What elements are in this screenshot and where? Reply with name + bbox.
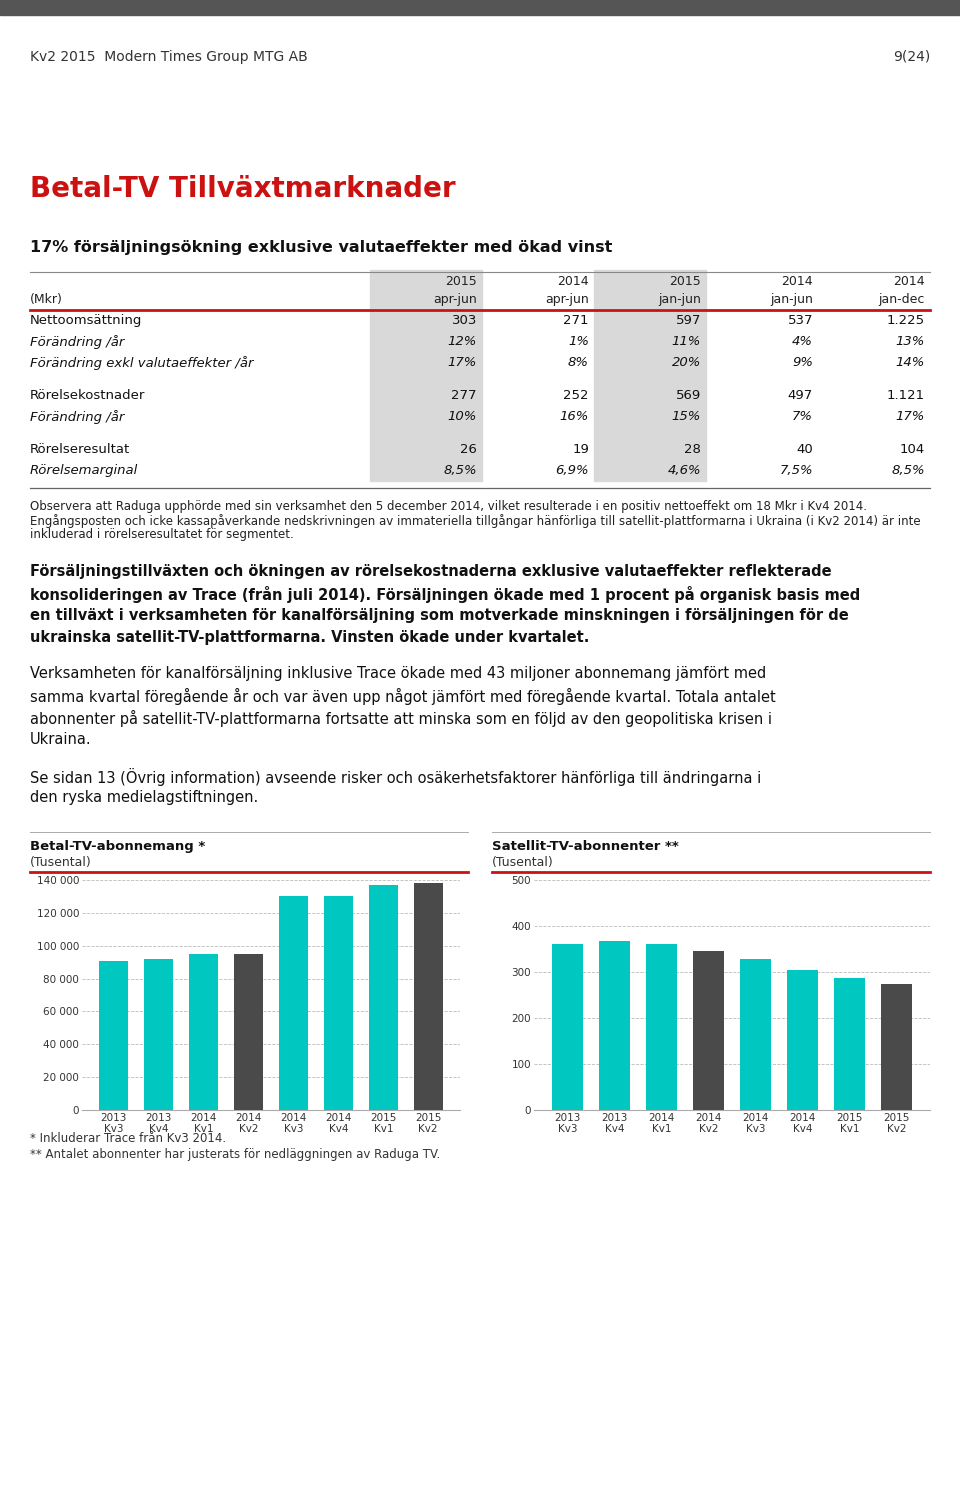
Text: 252: 252 [564,389,589,402]
Text: 7,5%: 7,5% [780,463,813,477]
Text: Nettoomsättning: Nettoomsättning [30,314,142,327]
Text: Kv2 2015  Modern Times Group MTG AB: Kv2 2015 Modern Times Group MTG AB [30,49,308,64]
Bar [594,271,706,308]
Text: 9(24): 9(24) [893,49,930,64]
Bar [324,897,353,1109]
Text: 2015: 2015 [445,275,477,289]
Text: 8%: 8% [568,356,589,369]
Text: Rörelseresultat: Rörelseresultat [30,443,131,456]
Text: 8,5%: 8,5% [892,463,925,477]
Text: 271: 271 [564,314,589,327]
Text: 17%: 17% [447,356,477,369]
Text: 104: 104 [900,443,925,456]
Bar [594,309,706,481]
Text: den ryska medielagstiftningen.: den ryska medielagstiftningen. [30,789,258,804]
Text: Förändring /år: Förändring /år [30,410,125,425]
Bar [0,0,960,15]
Bar [740,960,771,1109]
Text: 7%: 7% [792,410,813,423]
Text: 10%: 10% [447,410,477,423]
Text: 15%: 15% [672,410,701,423]
Text: 26: 26 [460,443,477,456]
Bar [370,309,482,481]
Text: inkluderad i rörelseresultatet för segmentet.: inkluderad i rörelseresultatet för segme… [30,528,294,541]
Text: 4%: 4% [792,335,813,348]
Text: jan-jun: jan-jun [659,293,701,306]
Text: ** Antalet abonnenter har justerats för nedläggningen av Raduga TV.: ** Antalet abonnenter har justerats för … [30,1148,441,1162]
Bar [834,978,865,1109]
Text: 17%: 17% [896,410,925,423]
Text: 2014: 2014 [894,275,925,289]
Bar [881,984,912,1109]
Text: 277: 277 [451,389,477,402]
Bar [370,271,482,308]
Text: Rörelsemarginal: Rörelsemarginal [30,463,138,477]
Text: Betal-TV Tillväxtmarknader: Betal-TV Tillväxtmarknader [30,175,456,203]
Bar [787,970,818,1109]
Text: 20%: 20% [672,356,701,369]
Text: 569: 569 [676,389,701,402]
Text: 8,5%: 8,5% [444,463,477,477]
Bar [99,960,129,1109]
Text: 9%: 9% [792,356,813,369]
Text: 2015: 2015 [669,275,701,289]
Text: * Inkluderar Trace från Kv3 2014.: * Inkluderar Trace från Kv3 2014. [30,1132,227,1145]
Text: 13%: 13% [896,335,925,348]
Bar [646,945,677,1109]
Text: Verksamheten för kanalförsäljning inklusive Trace ökade med 43 miljoner abonnema: Verksamheten för kanalförsäljning inklus… [30,665,766,682]
Text: 597: 597 [676,314,701,327]
Text: 2014: 2014 [558,275,589,289]
Text: 17% försäljningsökning exklusive valutaeffekter med ökad vinst: 17% försäljningsökning exklusive valutae… [30,241,612,256]
Text: Försäljningstillväxten och ökningen av rörelsekostnaderna exklusive valutaeffekt: Försäljningstillväxten och ökningen av r… [30,564,831,579]
Text: 303: 303 [451,314,477,327]
Bar [693,951,724,1109]
Text: 6,9%: 6,9% [556,463,589,477]
Bar [552,945,583,1109]
Text: 16%: 16% [560,410,589,423]
Text: 4,6%: 4,6% [667,463,701,477]
Text: (Mkr): (Mkr) [30,293,62,306]
Text: 19: 19 [572,443,589,456]
Text: abonnenter på satellit-TV-plattformarna fortsatte att minska som en följd av den: abonnenter på satellit-TV-plattformarna … [30,710,772,727]
Text: Betal-TV-abonnemang *: Betal-TV-abonnemang * [30,840,205,854]
Text: Satellit-TV-abonnenter **: Satellit-TV-abonnenter ** [492,840,679,854]
Text: 1.121: 1.121 [887,389,925,402]
Text: apr-jun: apr-jun [545,293,589,306]
Text: Se sidan 13 (Övrig information) avseende risker och osäkerhetsfaktorer hänförlig: Se sidan 13 (Övrig information) avseende… [30,768,761,786]
Bar [278,897,308,1109]
Text: 28: 28 [684,443,701,456]
Text: Förändring exkl valutaeffekter /år: Förändring exkl valutaeffekter /år [30,356,253,369]
Text: (Tusental): (Tusental) [492,857,554,869]
Bar [599,940,630,1109]
Text: Engångsposten och icke kassapåverkande nedskrivningen av immateriella tillgångar: Engångsposten och icke kassapåverkande n… [30,514,921,528]
Text: 1%: 1% [568,335,589,348]
Text: 537: 537 [787,314,813,327]
Text: 497: 497 [788,389,813,402]
Text: jan-dec: jan-dec [878,293,925,306]
Text: (Tusental): (Tusental) [30,857,92,869]
Text: ukrainska satellit-TV-plattformarna. Vinsten ökade under kvartalet.: ukrainska satellit-TV-plattformarna. Vin… [30,629,589,644]
Text: samma kvartal föregående år och var även upp något jämfört med föregående kvarta: samma kvartal föregående år och var även… [30,688,776,706]
Text: 2014: 2014 [781,275,813,289]
Text: 40: 40 [796,443,813,456]
Text: Förändring /år: Förändring /år [30,335,125,348]
Text: 14%: 14% [896,356,925,369]
Text: 11%: 11% [672,335,701,348]
Text: 1.225: 1.225 [887,314,925,327]
Text: Rörelsekostnader: Rörelsekostnader [30,389,145,402]
Text: konsolideringen av Trace (från juli 2014). Försäljningen ökade med 1 procent på : konsolideringen av Trace (från juli 2014… [30,586,860,602]
Bar [369,885,397,1109]
Bar [189,954,218,1109]
Text: Ukraina.: Ukraina. [30,733,91,748]
Text: apr-jun: apr-jun [433,293,477,306]
Text: en tillväxt i verksamheten för kanalförsäljning som motverkade minskningen i för: en tillväxt i verksamheten för kanalförs… [30,608,849,623]
Bar [234,954,263,1109]
Text: 12%: 12% [447,335,477,348]
Text: Observera att Raduga upphörde med sin verksamhet den 5 december 2014, vilket res: Observera att Raduga upphörde med sin ve… [30,499,867,513]
Bar [414,884,443,1109]
Bar [144,958,174,1109]
Text: jan-jun: jan-jun [770,293,813,306]
